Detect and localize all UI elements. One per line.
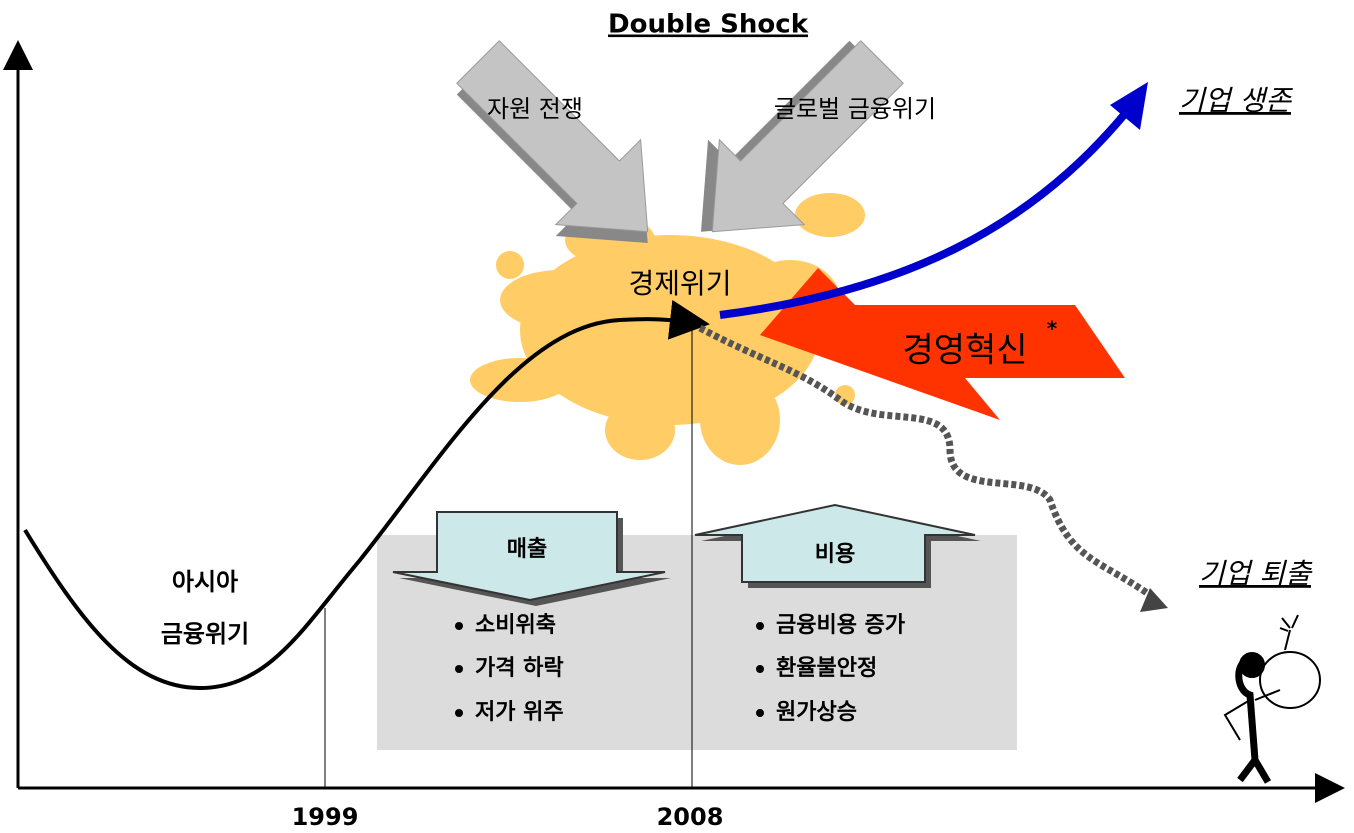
crisis-label: 경제위기 [628, 267, 731, 300]
costs-item: 환율불안정 [776, 656, 877, 681]
costs-label: 비용 [815, 542, 855, 567]
shock-label: 글로벌 금융위기 [774, 95, 936, 123]
year-label: 2008 [657, 803, 724, 831]
costs-item: 금융비용 증가 [776, 613, 905, 638]
costs-item: 원가상승 [776, 700, 857, 725]
survival-label: 기업 생존 [1179, 84, 1293, 117]
sales-item: 저가 위주 [475, 700, 564, 725]
asia-label: 아시아 [172, 568, 238, 596]
innovation-mark: * [1047, 317, 1058, 341]
page: Double Shock 자원 전쟁 글로벌 금융위기 경제위기 경영혁신 * … [0, 0, 1354, 833]
shock-label: 자원 전쟁 [487, 95, 583, 123]
sales-label: 매출 [507, 537, 547, 562]
figure-icon [1225, 615, 1320, 782]
year-label: 1999 [292, 803, 359, 831]
diagram: Double Shock 자원 전쟁 글로벌 금융위기 경제위기 경영혁신 * … [0, 0, 1354, 833]
sales-item: 소비위축 [475, 613, 556, 638]
exit-label: 기업 퇴출 [1199, 557, 1313, 590]
sales-item: 가격 하락 [475, 656, 564, 681]
innovation-label: 경영혁신 [902, 331, 1027, 371]
title: Double Shock [608, 10, 809, 40]
asia-label: 금융위기 [161, 620, 249, 648]
